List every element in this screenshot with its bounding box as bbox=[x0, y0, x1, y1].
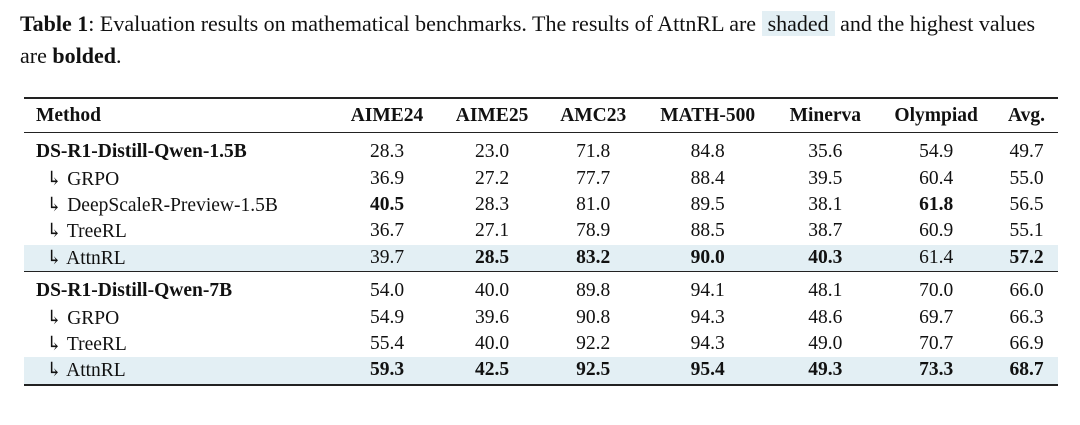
value-cell: 56.5 bbox=[1009, 193, 1044, 215]
value-cell: 28.5 bbox=[439, 244, 545, 272]
value-cell: 92.2 bbox=[576, 332, 611, 354]
caption-text: : Evaluation results on mathematical ben… bbox=[88, 11, 762, 36]
column-header: MATH-500 bbox=[660, 104, 756, 126]
value-cell: 68.7 bbox=[995, 357, 1058, 385]
column-header: Avg. bbox=[1008, 104, 1046, 126]
value-cell: 38.1 bbox=[808, 193, 843, 215]
table-row: ↳ AttnRL 39.7 28.5 83.2 90.0 40.3 61.4 57.2 bbox=[24, 244, 1058, 272]
value-cell: 71.8 bbox=[576, 141, 611, 163]
value-cell: 27.2 bbox=[474, 167, 510, 189]
caption-text: . bbox=[115, 43, 122, 68]
value-cell: 94.1 bbox=[690, 280, 725, 302]
value-cell: 77.7 bbox=[576, 167, 611, 189]
table-row: ↳ DeepScaleR-Preview-1.5B 40.5 28.3 81.0 89.… bbox=[24, 192, 1058, 218]
value-cell: 49.3 bbox=[773, 357, 878, 385]
value-cell: 59.3 bbox=[334, 357, 440, 385]
value-cell: 39.6 bbox=[474, 306, 510, 328]
caption-bold: bolded bbox=[52, 43, 116, 68]
value-cell: 90.0 bbox=[641, 244, 774, 272]
table-row: DS-R1-Distill-Qwen-7B 54.0 40.0 89.8 94.1 48.… bbox=[24, 271, 1058, 304]
value-cell: 92.5 bbox=[544, 357, 642, 385]
value-cell: 38.7 bbox=[808, 220, 843, 242]
value-cell: 40.5 bbox=[369, 193, 405, 215]
value-cell: 35.6 bbox=[808, 141, 843, 163]
value-cell: 66.3 bbox=[1009, 306, 1044, 328]
method-cell: ↳ TreeRL bbox=[46, 333, 127, 355]
value-cell: 49.0 bbox=[808, 332, 843, 354]
value-cell: 39.7 bbox=[334, 244, 440, 272]
value-cell: 40.3 bbox=[773, 244, 878, 272]
method-cell: ↳ GRPO bbox=[46, 168, 120, 190]
value-cell: 39.5 bbox=[808, 167, 843, 189]
value-cell: 88.4 bbox=[690, 167, 725, 189]
value-cell: 94.3 bbox=[690, 332, 725, 354]
results-table: Method AIME24 AIME25 AMC23 MATH-500 Minerva Ol… bbox=[24, 97, 1058, 386]
value-cell: 90.8 bbox=[576, 306, 611, 328]
column-header: Olympiad bbox=[894, 104, 978, 126]
value-cell: 70.0 bbox=[919, 280, 954, 302]
value-cell: 88.5 bbox=[690, 220, 725, 242]
value-cell: 40.0 bbox=[474, 280, 510, 302]
value-cell: 55.0 bbox=[1009, 167, 1044, 189]
value-cell: 73.3 bbox=[877, 357, 996, 385]
table-row: DS-R1-Distill-Qwen-1.5B 28.3 23.0 71.8 84.8 3… bbox=[24, 133, 1058, 166]
caption: Table 1: Evaluation results on mathemati… bbox=[20, 8, 1065, 72]
caption-shaded: shaded bbox=[761, 11, 835, 36]
table-row: ↳ GRPO 36.9 27.2 77.7 88.4 39.5 60.4 55.0 bbox=[24, 165, 1058, 191]
value-cell: 48.1 bbox=[808, 280, 843, 302]
value-cell: 42.5 bbox=[439, 357, 545, 385]
value-cell: 89.5 bbox=[690, 193, 725, 215]
value-cell: 78.9 bbox=[576, 220, 611, 242]
caption-text: and the highest values are bbox=[20, 11, 1036, 68]
value-cell: 84.8 bbox=[690, 141, 725, 163]
column-header: AIME25 bbox=[455, 104, 529, 126]
value-cell: 94.3 bbox=[690, 306, 725, 328]
column-header: Minerva bbox=[789, 104, 862, 126]
caption-label: Table 1 bbox=[20, 11, 89, 36]
value-cell: 48.6 bbox=[808, 306, 843, 328]
value-cell: 55.4 bbox=[369, 332, 405, 354]
table-row: ↳ GRPO 54.9 39.6 90.8 94.3 48.6 69.7 66.3 bbox=[24, 304, 1058, 330]
value-cell: 95.4 bbox=[641, 357, 774, 385]
value-cell: 28.3 bbox=[474, 193, 510, 215]
table-row: ↳ TreeRL 55.4 40.0 92.2 94.3 49.0 70.7 66.9 bbox=[24, 331, 1058, 357]
value-cell: 89.8 bbox=[576, 280, 611, 302]
value-cell: 36.9 bbox=[369, 167, 405, 189]
method-cell: ↳ AttnRL bbox=[24, 244, 335, 272]
method-cell: ↳ DeepScaleR-Preview-1.5B bbox=[46, 194, 278, 216]
value-cell: 69.7 bbox=[919, 306, 954, 328]
value-cell: 81.0 bbox=[576, 193, 611, 215]
value-cell: 54.9 bbox=[919, 141, 954, 163]
method-cell: ↳ GRPO bbox=[46, 307, 120, 329]
value-cell: 70.7 bbox=[919, 332, 954, 354]
method-cell: DS-R1-Distill-Qwen-1.5B bbox=[36, 141, 247, 163]
value-cell: 28.3 bbox=[369, 141, 405, 163]
column-header: AMC23 bbox=[560, 104, 627, 126]
header-row: Method AIME24 AIME25 AMC23 MATH-500 Minerva Ol… bbox=[24, 98, 1058, 133]
value-cell: 23.0 bbox=[474, 141, 510, 163]
table-row: ↳ AttnRL 59.3 42.5 92.5 95.4 49.3 73.3 68.7 bbox=[24, 357, 1058, 385]
method-cell: ↳ TreeRL bbox=[46, 221, 127, 243]
value-cell: 57.2 bbox=[995, 244, 1058, 272]
method-cell: ↳ AttnRL bbox=[24, 357, 335, 385]
table-row: ↳ TreeRL 36.7 27.1 78.9 88.5 38.7 60.9 55.1 bbox=[24, 218, 1058, 244]
value-cell: 60.4 bbox=[919, 167, 954, 189]
value-cell: 66.9 bbox=[1009, 332, 1044, 354]
value-cell: 55.1 bbox=[1009, 220, 1044, 242]
column-header: AIME24 bbox=[350, 104, 424, 126]
column-header: Method bbox=[36, 104, 101, 126]
value-cell: 40.0 bbox=[474, 332, 510, 354]
value-cell: 54.0 bbox=[369, 280, 405, 302]
method-cell: DS-R1-Distill-Qwen-7B bbox=[36, 280, 233, 302]
value-cell: 66.0 bbox=[1009, 280, 1044, 302]
value-cell: 61.4 bbox=[877, 244, 996, 272]
value-cell: 49.7 bbox=[1009, 141, 1044, 163]
value-cell: 27.1 bbox=[474, 220, 510, 242]
value-cell: 36.7 bbox=[369, 220, 405, 242]
value-cell: 83.2 bbox=[544, 244, 642, 272]
value-cell: 60.9 bbox=[919, 220, 954, 242]
value-cell: 54.9 bbox=[369, 306, 405, 328]
value-cell: 61.8 bbox=[919, 193, 954, 215]
